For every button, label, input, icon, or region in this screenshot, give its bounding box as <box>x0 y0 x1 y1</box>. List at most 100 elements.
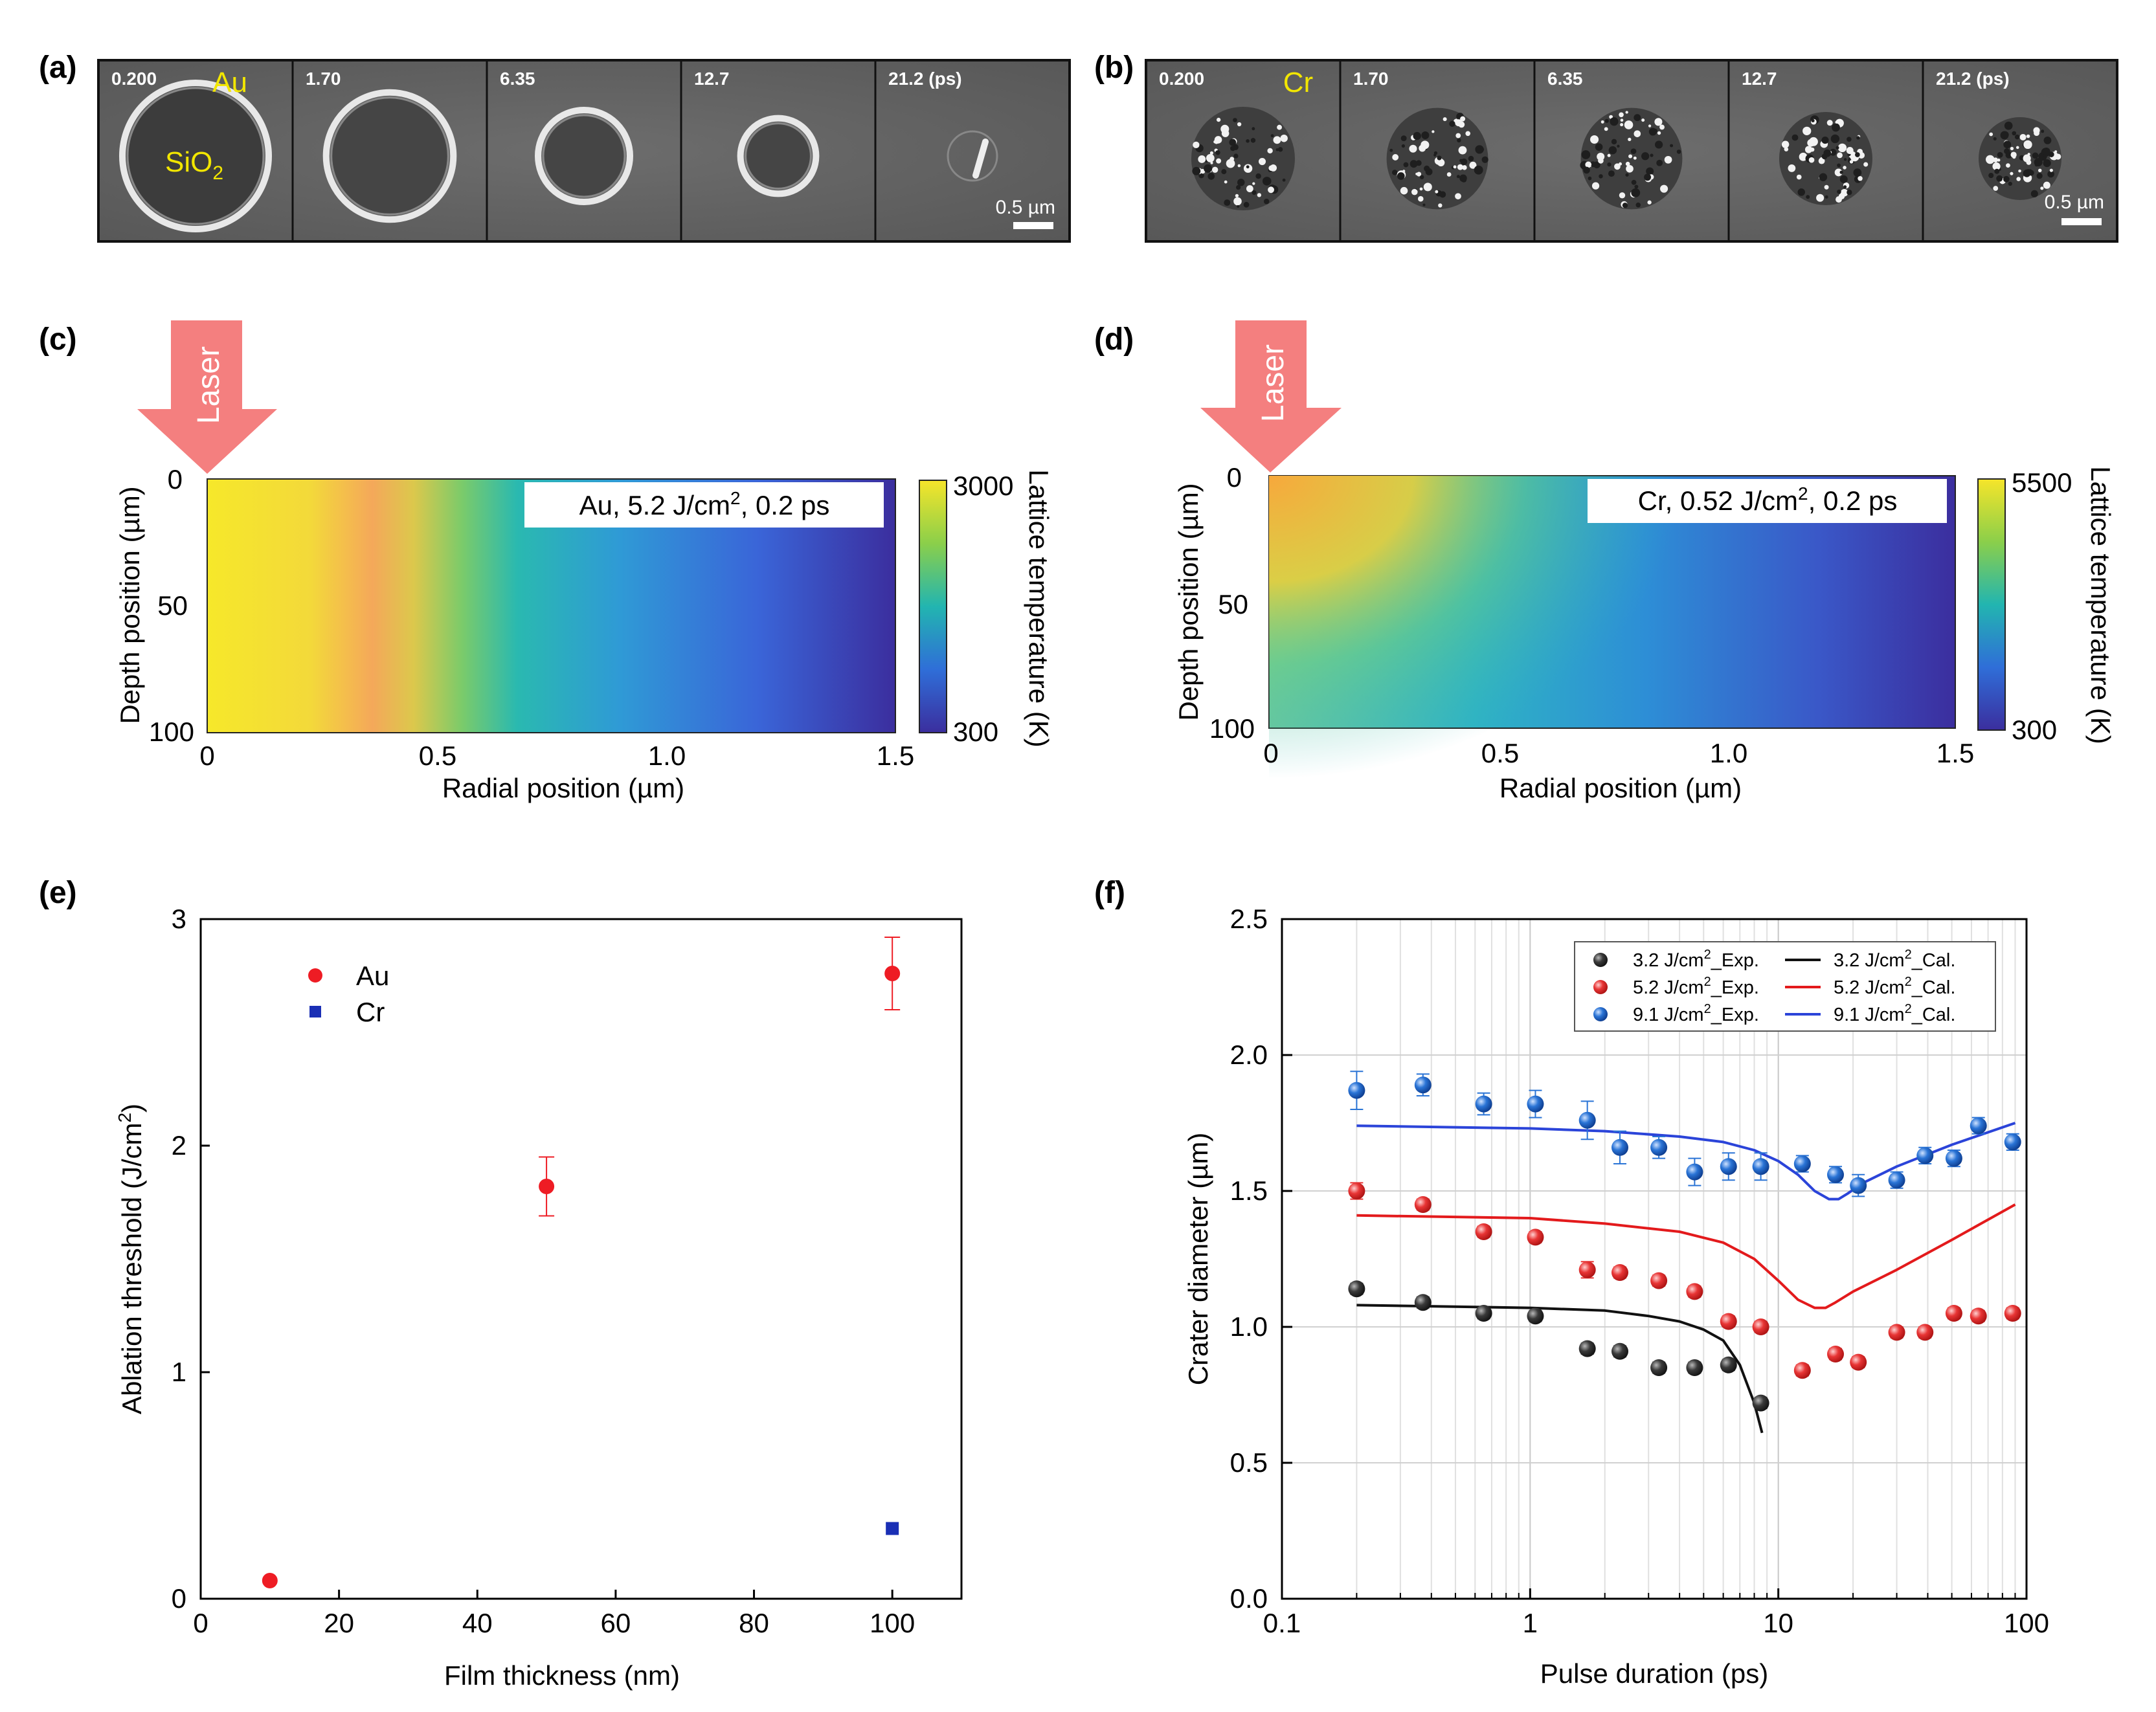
crater-texture <box>2003 175 2010 183</box>
crater-texture <box>1411 188 1418 195</box>
time-label: 6.35 <box>500 69 535 89</box>
calc-curve <box>1356 1122 2016 1201</box>
crater-texture <box>2043 181 2050 189</box>
crater-texture <box>1456 175 1460 179</box>
crater-texture <box>2047 170 2054 178</box>
crater-texture <box>1648 128 1657 136</box>
x-tick-label: 100 <box>870 1608 915 1638</box>
y-tick-label: 1 <box>172 1357 186 1387</box>
data-point <box>1720 1158 1737 1175</box>
crater-texture <box>1389 148 1393 152</box>
crater-texture <box>1210 161 1213 164</box>
crater-texture <box>1585 161 1592 168</box>
panel-b: (b) 0.200 1.70 6.35 12.7 21.2 (ps) Cr 0.5 µm <box>1094 50 2118 243</box>
crater-texture <box>2006 163 2010 168</box>
crater-texture <box>1619 112 1624 118</box>
crater-texture <box>1988 173 1994 179</box>
data-point <box>1686 1283 1703 1300</box>
crater-texture <box>1611 139 1617 145</box>
panel-label-a: (a) <box>39 50 77 85</box>
y-tick-label: 100 <box>1209 713 1255 744</box>
crater-texture <box>1628 154 1633 159</box>
crater-texture <box>1858 176 1863 181</box>
x-tick-label: 1.5 <box>877 740 914 771</box>
panel-a: (a) 0.200 1.70 6.35 12.7 21.2 (ps) Au SiO2 0… <box>39 50 1071 243</box>
data-point <box>1888 1172 1905 1189</box>
legend-label-au: Au <box>356 961 389 991</box>
crater-texture <box>1229 139 1237 146</box>
crater-texture <box>1419 187 1423 191</box>
crater-texture <box>1474 165 1483 175</box>
data-point <box>1888 1324 1905 1341</box>
y-tick-label: 2.5 <box>1230 904 1268 934</box>
crater-texture <box>1622 203 1628 208</box>
data-point <box>1720 1356 1737 1373</box>
crater-texture <box>1590 135 1599 144</box>
data-point <box>1752 1158 1769 1175</box>
crater-texture <box>1993 137 1997 140</box>
crater-texture <box>1481 156 1488 163</box>
crater-texture <box>1419 175 1424 179</box>
crater-texture <box>1224 199 1231 206</box>
crater-texture <box>1843 185 1847 189</box>
data-point <box>1475 1223 1492 1240</box>
crater-texture <box>1992 162 2001 171</box>
time-label: 12.7 <box>1742 69 1777 89</box>
crater-texture <box>1635 202 1641 208</box>
jet-feature <box>972 139 989 179</box>
data-point <box>1793 1155 1811 1172</box>
crater-texture <box>1788 164 1796 172</box>
crater-texture <box>1209 151 1214 155</box>
data-point <box>1720 1313 1737 1330</box>
colorbar-max-d: 5500 <box>2012 467 2072 498</box>
data-point <box>1527 1095 1544 1113</box>
laser-arrow-c <box>137 320 277 474</box>
legend-label: 9.1 J/cm2_Cal. <box>1834 1002 1955 1025</box>
panel-d: (d) Laser Cr, 0.52 J/cm2, 0.2 ps 0 0.5 1… <box>1094 320 2116 854</box>
crater-texture <box>1268 186 1275 194</box>
crater-texture <box>1221 169 1227 175</box>
crater-texture <box>1802 126 1812 135</box>
crater-texture <box>1216 117 1221 122</box>
legend-label: 9.1 J/cm2_Exp. <box>1633 1002 1759 1025</box>
crater-texture <box>1457 138 1461 143</box>
time-label: 21.2 (ps) <box>888 69 962 89</box>
crater-texture <box>1837 163 1841 168</box>
crater-texture <box>1641 118 1645 122</box>
x-tick-labels-c: 0 0.5 1.0 1.5 <box>199 740 914 771</box>
data-point <box>1611 1264 1628 1281</box>
crater-texture <box>2018 169 2021 173</box>
crater-texture <box>1257 193 1262 197</box>
crater-texture <box>1825 195 1828 199</box>
crater-texture <box>2026 134 2030 139</box>
crater-texture <box>1401 144 1406 148</box>
y-tick-label: 1.5 <box>1230 1175 1268 1206</box>
x-axis-label-c: Radial position (µm) <box>442 773 684 803</box>
crater-texture <box>1258 158 1266 166</box>
crater-texture <box>2012 131 2017 136</box>
crater-texture <box>1263 198 1270 205</box>
crater-texture <box>1439 191 1446 198</box>
crater-texture <box>2003 140 2012 149</box>
crater-texture <box>1250 138 1256 143</box>
y-tick-label: 50 <box>1218 589 1248 619</box>
crater-texture <box>1443 117 1447 122</box>
legend-label: 3.2 J/cm2_Exp. <box>1633 948 1759 971</box>
crater-texture <box>2036 173 2043 179</box>
data-point <box>1970 1117 1987 1135</box>
panel-c: (c) Laser Au, 5.2 J/cm2, 0.2 ps 0 0.5 1.… <box>39 320 1054 803</box>
crater-texture <box>1607 162 1611 167</box>
panel-label-c: (c) <box>39 322 77 357</box>
legend-marker-cr <box>309 1006 321 1017</box>
crater-texture <box>1644 173 1652 181</box>
crater-texture <box>1213 140 1217 144</box>
crater-texture <box>1832 123 1840 132</box>
crater-texture <box>1625 161 1630 166</box>
crater-texture <box>1808 157 1815 163</box>
crater-texture <box>2043 159 2051 168</box>
crater-texture <box>1625 111 1628 114</box>
legend-f: 3.2 J/cm2_Exp. 3.2 J/cm2_Cal. 5.2 J/cm2_Ex… <box>1574 941 1996 1032</box>
crater-texture <box>1823 149 1832 157</box>
crater-texture <box>1435 190 1439 194</box>
